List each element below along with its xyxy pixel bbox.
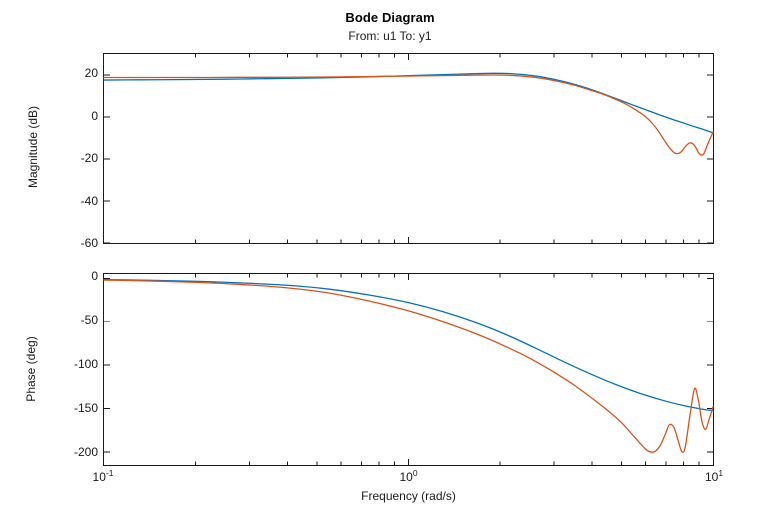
figure-subtitle: From: u1 To: y1: [348, 29, 432, 43]
curve-series1-phase: [103, 278, 714, 412]
phase-tick-label: -200: [73, 444, 98, 459]
magnitude-axis-label: Magnitude (dB): [26, 105, 40, 189]
magnitude-tick-label: 0: [91, 108, 98, 123]
curve-series2-magnitude: [103, 74, 714, 156]
phase-tick-label: -100: [73, 357, 98, 372]
magnitude-tick-label: -40: [80, 193, 98, 208]
magnitude-tick-label: 20: [84, 66, 98, 81]
phase-axes: [103, 273, 714, 466]
frequency-tick-label: 10-1: [92, 468, 114, 484]
phase-tick-label: 0: [91, 269, 98, 284]
frequency-axis-label: Frequency (rad/s): [361, 489, 456, 503]
magnitude-tick-label: -20: [80, 151, 98, 166]
phase-tick-label: -150: [73, 400, 98, 415]
phase-tick-label-column: 0 -50 -100 -150 -200: [50, 0, 98, 520]
page-title: Bode Diagram: [345, 10, 435, 25]
phase-tick-label: -50: [80, 313, 98, 328]
magnitude-plot-area: [103, 54, 714, 244]
curve-series2-phase: [103, 279, 714, 453]
phase-axis-label: Phase (deg): [24, 336, 38, 402]
magnitude-tick-label-column: 20 0 -20 -40 -60: [50, 0, 98, 520]
frequency-tick-label: 100: [399, 468, 418, 484]
frequency-tick-label: 101: [704, 468, 724, 484]
curve-series1-magnitude: [103, 72, 714, 134]
phase-plot-area: [103, 274, 714, 465]
magnitude-axes: [103, 53, 714, 244]
magnitude-tick-label: -60: [80, 236, 98, 250]
